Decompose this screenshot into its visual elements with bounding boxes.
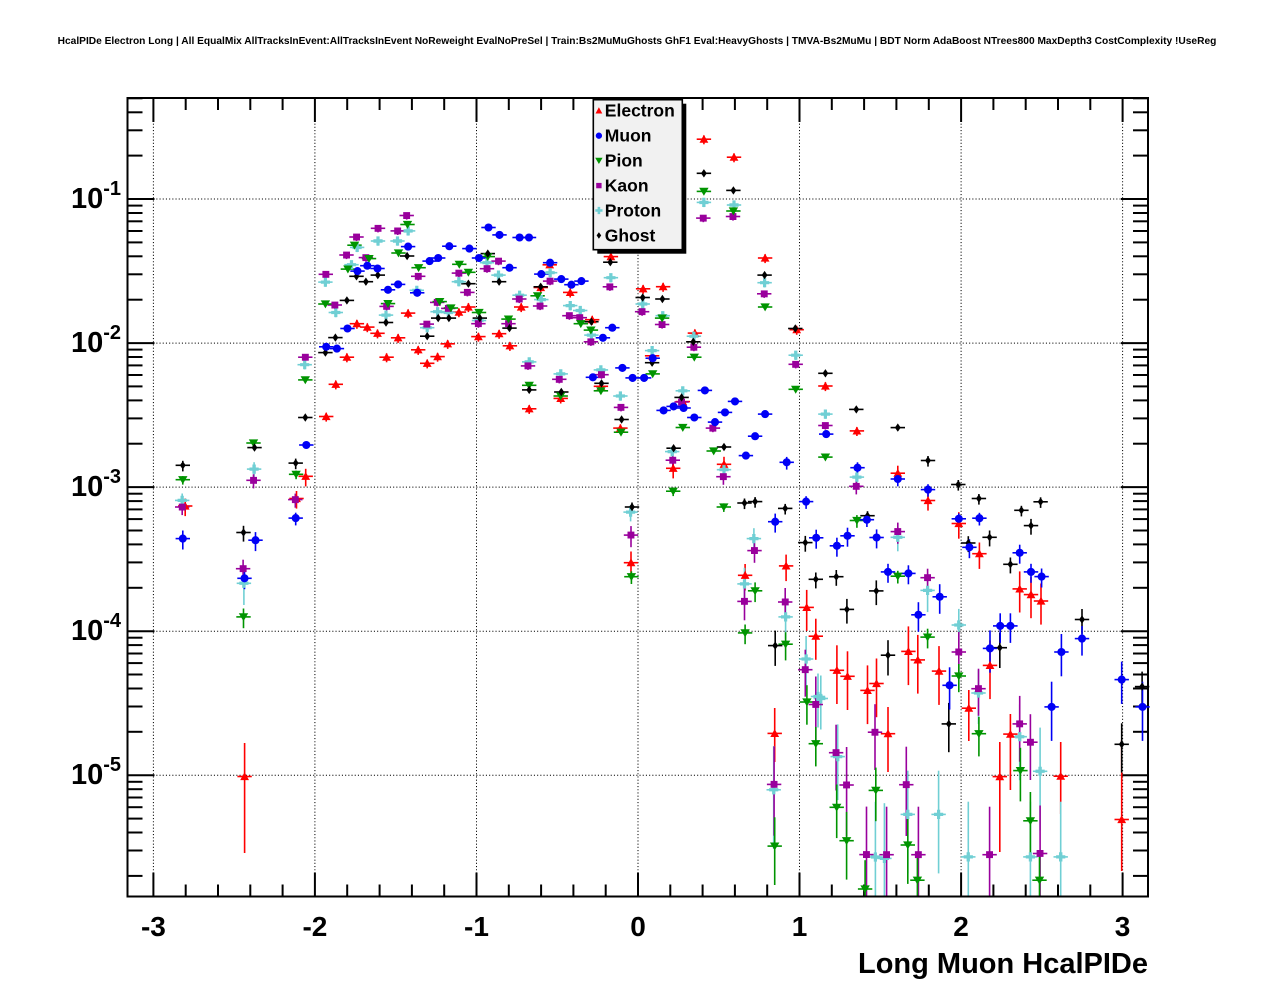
- svg-text:10-1: 10-1: [71, 178, 121, 215]
- svg-text:2: 2: [953, 911, 969, 942]
- svg-text:Long Muon HcalPIDe: Long Muon HcalPIDe: [858, 948, 1148, 980]
- svg-text:Muon: Muon: [605, 126, 652, 146]
- svg-text:3: 3: [1115, 911, 1131, 942]
- svg-text:1: 1: [792, 911, 808, 942]
- svg-text:0: 0: [630, 911, 646, 942]
- svg-text:Proton: Proton: [605, 201, 661, 221]
- svg-text:HcalPIDe Electron Long | All E: HcalPIDe Electron Long | All EqualMix Al…: [58, 36, 1217, 47]
- svg-text:-1: -1: [464, 911, 489, 942]
- svg-text:-3: -3: [141, 911, 166, 942]
- svg-text:Electron: Electron: [605, 101, 675, 121]
- svg-text:Pion: Pion: [605, 151, 643, 171]
- svg-text:Ghost: Ghost: [605, 225, 656, 245]
- svg-text:Kaon: Kaon: [605, 176, 649, 196]
- svg-text:-2: -2: [302, 911, 327, 942]
